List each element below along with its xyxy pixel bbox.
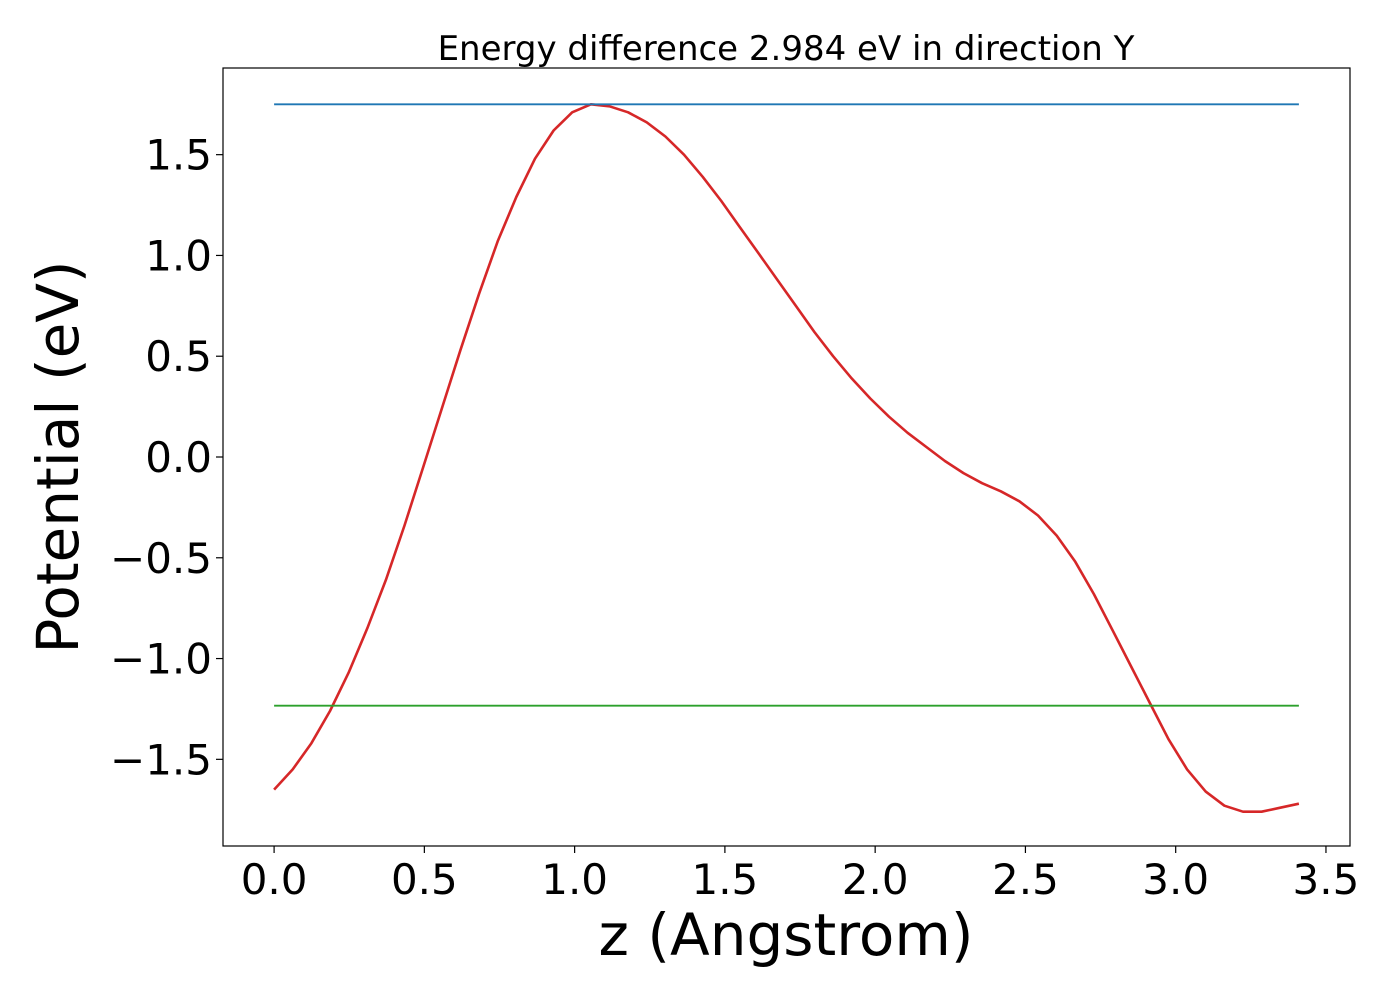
x-tick-label: 0.5 [391,855,458,904]
x-axis: 0.0 0.5 1.0 1.5 2.0 2.5 3.0 3.5 [241,846,1360,904]
y-axis: −1.5 −1.0 −0.5 0.0 0.5 1.0 1.5 [110,131,223,784]
y-tick-label: 0.5 [145,332,212,381]
x-axis-label: z (Angstrom) [599,901,974,969]
chart-title: Energy difference 2.984 eV in direction … [438,29,1135,69]
x-tick-label: 2.5 [992,855,1059,904]
series-layer [273,103,1300,814]
x-tick-label: 1.0 [541,855,608,904]
x-tick-label: 0.0 [241,855,308,904]
y-tick-label: −1.5 [110,735,212,784]
y-tick-label: −1.0 [110,635,212,684]
y-tick-label: −0.5 [110,534,212,583]
x-tick-label: 3.0 [1142,855,1209,904]
y-axis-label: Potential (eV) [24,260,92,653]
y-tick-label: 1.5 [145,131,212,180]
y-tick-label: 0.0 [145,433,212,482]
x-tick-label: 3.5 [1293,855,1360,904]
x-tick-label: 2.0 [842,855,909,904]
series-line-1 [273,103,1300,814]
plot-background [223,68,1350,846]
x-tick-label: 1.5 [691,855,758,904]
y-tick-label: 1.0 [145,231,212,280]
